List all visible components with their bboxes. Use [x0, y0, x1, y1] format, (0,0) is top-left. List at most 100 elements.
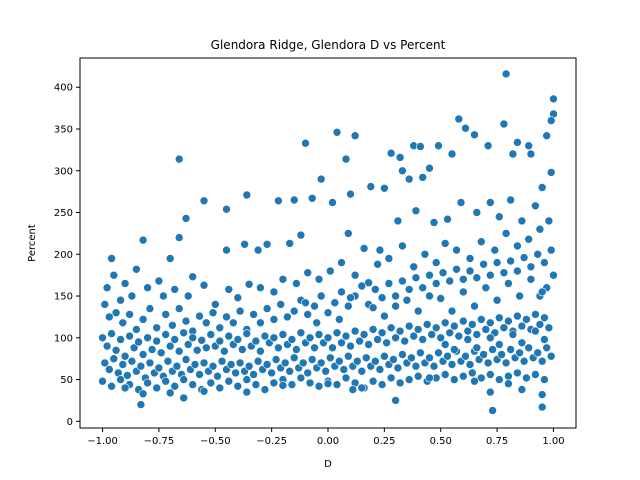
data-point: [359, 244, 369, 253]
data-point: [301, 138, 310, 148]
data-point: [310, 301, 319, 311]
data-point: [413, 371, 423, 381]
data-point: [531, 326, 540, 336]
chart-title: Glendora Ridge, Glendora D vs Percent: [211, 38, 446, 52]
data-point: [215, 323, 225, 333]
data-point: [125, 310, 134, 319]
data-point: [438, 268, 448, 278]
data-point: [127, 291, 137, 301]
data-point: [443, 351, 452, 361]
data-point: [170, 335, 179, 344]
data-point: [274, 343, 283, 353]
data-point: [540, 258, 549, 267]
data-point: [391, 291, 400, 301]
data-point: [323, 379, 333, 389]
data-point: [242, 375, 252, 384]
data-point: [400, 336, 410, 346]
data-point: [231, 368, 240, 378]
data-point: [436, 294, 446, 303]
data-point: [222, 245, 231, 255]
data-point: [513, 138, 522, 147]
data-point: [260, 385, 270, 394]
data-point: [501, 229, 511, 238]
data-point: [233, 335, 243, 344]
data-point: [152, 383, 161, 393]
data-point: [546, 245, 556, 255]
x-tick-label: 0.50: [430, 436, 452, 447]
data-point: [179, 393, 188, 403]
data-point: [188, 272, 197, 282]
data-point: [501, 69, 511, 79]
data-point: [305, 333, 315, 343]
data-point: [452, 245, 461, 255]
data-point: [359, 330, 369, 339]
data-point: [107, 254, 116, 263]
data-point: [145, 358, 155, 368]
data-point: [375, 365, 385, 374]
data-point: [197, 335, 206, 345]
data-point: [418, 173, 428, 182]
data-point: [244, 279, 254, 289]
data-point: [458, 287, 468, 297]
data-point: [332, 328, 342, 338]
y-axis-ticks: 0 50 100 150 200 250 300 350 400: [54, 83, 80, 428]
data-point: [404, 285, 414, 294]
data-point: [494, 340, 504, 349]
data-point: [330, 298, 340, 308]
data-point: [533, 250, 543, 259]
data-point: [492, 258, 502, 267]
data-point: [465, 360, 475, 369]
data-point: [375, 245, 385, 255]
data-point: [346, 189, 355, 199]
data-point: [181, 214, 191, 223]
data-point: [549, 270, 558, 280]
data-point: [138, 235, 148, 245]
data-point: [199, 358, 209, 368]
data-point: [348, 385, 358, 394]
data-point: [402, 295, 412, 305]
data-point: [436, 333, 446, 343]
data-point: [411, 206, 421, 216]
data-point: [337, 287, 346, 297]
data-point: [458, 371, 468, 381]
data-point: [384, 279, 394, 288]
data-point: [425, 291, 434, 301]
data-point: [226, 360, 236, 369]
data-point: [276, 300, 286, 309]
data-point: [159, 291, 168, 301]
data-point: [370, 356, 380, 366]
data-point: [312, 318, 322, 328]
data-point: [384, 254, 394, 263]
data-point: [447, 149, 457, 159]
data-point: [537, 402, 547, 412]
data-point: [476, 237, 486, 246]
data-point: [143, 283, 152, 293]
data-point: [274, 196, 283, 206]
data-point: [199, 196, 209, 206]
data-point: [285, 239, 295, 248]
data-point: [485, 318, 495, 328]
data-point: [377, 293, 387, 303]
data-point: [404, 375, 414, 384]
data-point: [328, 198, 337, 207]
x-tick-label: 1.00: [542, 436, 564, 447]
data-point: [323, 333, 333, 343]
data-point: [262, 360, 272, 369]
data-point: [513, 311, 522, 321]
data-point: [508, 149, 518, 159]
data-point: [431, 279, 441, 288]
data-point: [485, 387, 495, 397]
data-point: [488, 406, 497, 415]
data-point: [170, 285, 179, 294]
data-point: [174, 346, 184, 356]
data-point: [242, 190, 252, 200]
data-point: [332, 380, 342, 389]
data-point: [357, 366, 367, 376]
data-point: [382, 338, 391, 348]
data-point: [143, 333, 152, 343]
data-point: [316, 291, 326, 301]
data-point: [278, 381, 288, 390]
data-point: [172, 361, 182, 371]
data-point: [434, 141, 443, 150]
data-point: [449, 375, 459, 384]
